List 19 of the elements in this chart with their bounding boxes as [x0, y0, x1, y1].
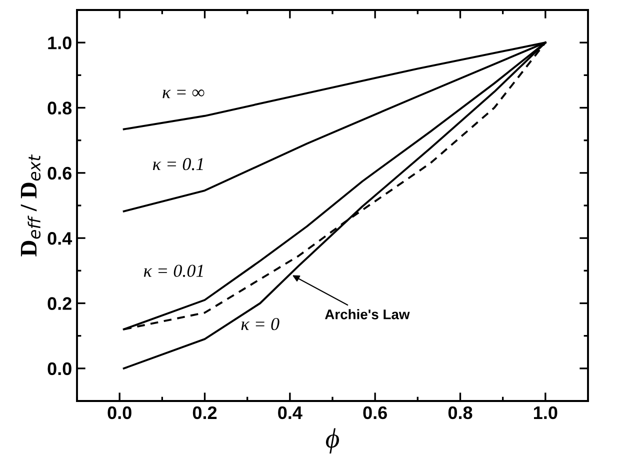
series-label: κ = 0.1	[152, 158, 203, 170]
series-label: κ = 0.01	[144, 264, 203, 277]
y-tick-label: 0.2	[48, 297, 72, 310]
y-tick-label: 0.0	[48, 362, 72, 376]
y-axis-title: D$_{eff}$ / D$_{ext}$	[20, 154, 41, 256]
x-tick-label: 0.8	[448, 406, 472, 420]
x-tick-label: 0.2	[192, 406, 217, 420]
y-tick-label: 0.4	[48, 232, 72, 245]
y-tick-label: 0.8	[48, 102, 72, 114]
series-label: κ = ∞	[162, 89, 204, 98]
y-tick-label: 1.0	[48, 36, 72, 50]
x-tick-label: 1.0	[534, 406, 558, 420]
x-tick-label: 0.0	[108, 406, 132, 420]
x-axis-title: ϕ	[326, 428, 340, 454]
x-tick-label: 0.4	[278, 406, 302, 420]
annotation: Archie's Law	[324, 309, 410, 320]
y-tick-label: 0.6	[48, 166, 72, 180]
series-label: κ = 0	[241, 318, 280, 330]
x-tick-label: 0.6	[363, 406, 387, 420]
